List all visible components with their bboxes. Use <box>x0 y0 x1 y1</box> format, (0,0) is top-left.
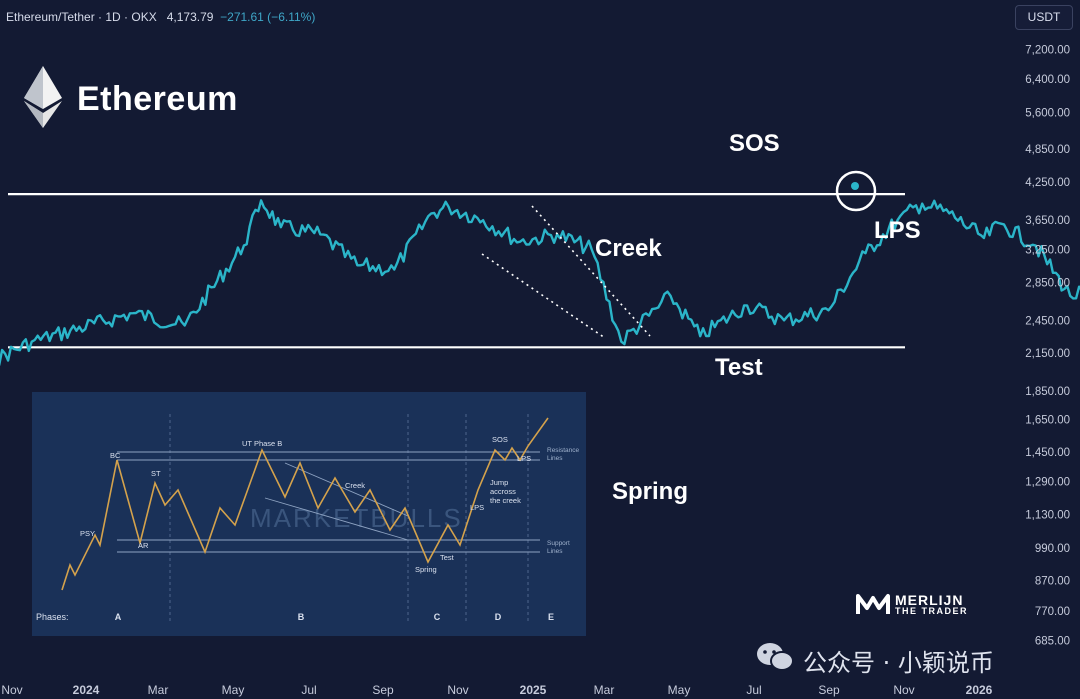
y-tick-label: 4,850.00 <box>1025 144 1070 156</box>
inset-label: Creek <box>345 481 365 490</box>
inset-label: Support <box>547 540 570 547</box>
phases-label: Phases: <box>36 612 69 622</box>
currency-button[interactable]: USDT <box>1015 5 1073 30</box>
inset-label: Resistance <box>547 447 580 454</box>
x-tick-label: Sep <box>818 683 840 697</box>
y-tick-label: 1,130.00 <box>1025 510 1070 522</box>
phase-label: E <box>548 612 554 622</box>
inset-label: ST <box>151 469 161 478</box>
inset-label: Lines <box>547 548 563 555</box>
wechat-icon <box>757 643 794 671</box>
x-tick-label: Nov <box>893 683 914 697</box>
last-price: 4,173.79 <box>166 10 214 24</box>
price-change: −271.61 (−6.11%) <box>220 10 316 24</box>
y-tick-label: 1,650.00 <box>1025 415 1070 427</box>
inset-label: Spring <box>415 565 437 574</box>
y-tick-label: 1,290.00 <box>1025 476 1070 488</box>
inset-watermark: MARKETBULLS <box>250 503 463 533</box>
inset-label: Test <box>440 553 455 562</box>
symbol-name: Ethereum/Tether · 1D · OKX <box>6 10 157 24</box>
x-tick-label: 2026 <box>966 683 993 697</box>
annotation-spring: Spring <box>612 478 688 505</box>
x-tick-label: May <box>668 683 691 697</box>
annotation-sos: SOS <box>729 130 780 157</box>
x-tick-label: 2024 <box>73 683 100 697</box>
y-tick-label: 1,450.00 <box>1025 447 1070 459</box>
annotation-test: Test <box>715 354 763 381</box>
price-series-line <box>0 199 1080 366</box>
inset-label: the creek <box>490 496 521 505</box>
inset-label: BC <box>110 451 121 460</box>
x-tick-label: May <box>222 683 245 697</box>
inset-label: AR <box>138 541 149 550</box>
phase-label: B <box>298 612 305 622</box>
phase-label: C <box>434 612 441 622</box>
y-tick-label: 4,250.00 <box>1025 177 1070 189</box>
wyckoff-inset-panel <box>32 392 586 636</box>
annotation-creek: Creek <box>595 235 662 262</box>
x-tick-label: Nov <box>1 683 22 697</box>
inset-label: UT Phase B <box>242 439 282 448</box>
y-tick-label: 5,600.00 <box>1025 108 1070 120</box>
merlijn-line2: THE TRADER <box>895 606 968 616</box>
x-tick-label: Jul <box>746 683 761 697</box>
annotation-lps: LPS <box>874 217 921 244</box>
y-tick-label: 7,200.00 <box>1025 45 1070 57</box>
x-tick-label: 2025 <box>520 683 547 697</box>
y-tick-label: 770.00 <box>1035 606 1070 618</box>
x-tick-label: Sep <box>372 683 394 697</box>
merlijn-line1: MERLIJN <box>895 592 964 608</box>
inset-label: LPS <box>517 454 531 463</box>
y-tick-label: 685.00 <box>1035 635 1070 647</box>
lps-point <box>851 182 859 190</box>
y-tick-label: 2,850.00 <box>1025 277 1070 289</box>
ethereum-logo-icon <box>24 66 62 128</box>
inset-creek-line <box>264 497 409 541</box>
wyckoff-schematic-line <box>61 417 549 591</box>
symbol-header: Ethereum/Tether · 1D · OKX 4,173.79 −271… <box>6 10 315 24</box>
y-tick-label: 3,250.00 <box>1025 244 1070 256</box>
x-tick-label: Jul <box>301 683 316 697</box>
inset-label: Jump <box>490 478 508 487</box>
inset-label: SOS <box>492 435 508 444</box>
y-tick-label: 2,450.00 <box>1025 315 1070 327</box>
inset-label: Lines <box>547 455 563 462</box>
phase-label: D <box>495 612 502 622</box>
y-tick-label: 1,850.00 <box>1025 386 1070 398</box>
x-tick-label: Mar <box>594 683 615 697</box>
inset-label: PSY <box>80 529 95 538</box>
inset-label: LPS <box>470 503 484 512</box>
x-tick-label: Mar <box>148 683 169 697</box>
inset-label: accross <box>490 487 516 496</box>
phase-label: A <box>115 612 122 622</box>
lps-circle-marker <box>835 170 877 212</box>
y-tick-label: 3,650.00 <box>1025 215 1070 227</box>
inset-creek-line <box>284 462 409 517</box>
wechat-watermark: 公众号 · 小颖说币 <box>755 641 1055 677</box>
merlijn-logo-icon <box>856 594 890 614</box>
x-tick-label: Nov <box>447 683 468 697</box>
chart-logo-title: Ethereum <box>77 80 238 118</box>
merlijn-watermark: MERLIJN THE TRADER <box>855 590 985 620</box>
y-tick-label: 870.00 <box>1035 575 1070 587</box>
wechat-account: 公众号 · 小颖说币 <box>803 649 994 677</box>
y-tick-label: 990.00 <box>1035 543 1070 555</box>
y-tick-label: 6,400.00 <box>1025 74 1070 86</box>
y-tick-label: 2,150.00 <box>1025 348 1070 360</box>
creek-lower-dotted-line <box>481 253 606 339</box>
